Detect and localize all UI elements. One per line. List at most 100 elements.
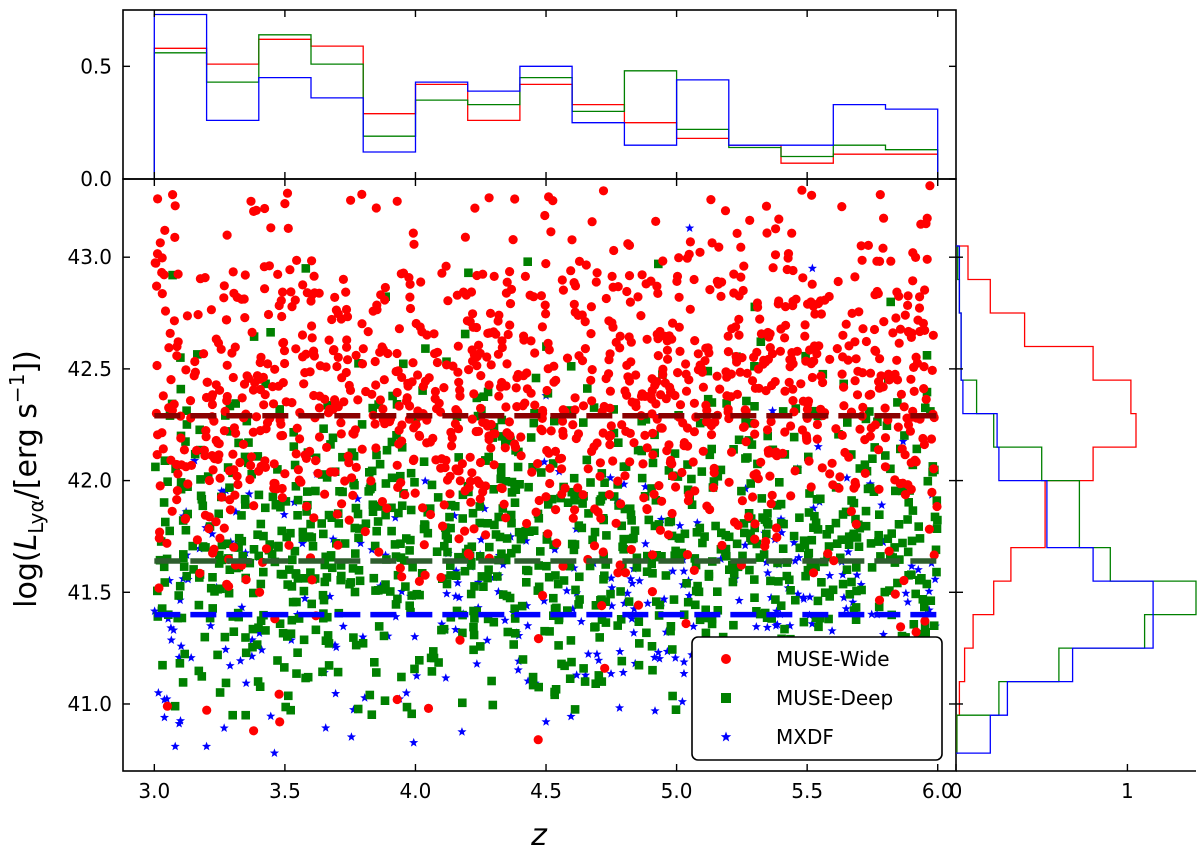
muse-wide-point-84: [723, 331, 733, 341]
muse-deep-point-165: [695, 615, 705, 625]
muse-deep-point-425: [795, 513, 804, 522]
muse-wide-point-11: [502, 277, 512, 287]
muse-wide-point-387: [158, 444, 168, 454]
muse-wide-point-616: [546, 227, 556, 237]
muse-wide-point-1053: [443, 296, 453, 306]
muse-deep-point-907: [763, 431, 772, 441]
muse-deep-point-686: [466, 589, 476, 599]
muse-wide-point-760: [338, 274, 348, 284]
muse-wide-point-1031: [651, 399, 661, 409]
muse-wide-point-548: [880, 403, 890, 413]
muse-deep-point-57: [485, 542, 494, 552]
mxdf-point-108: [513, 665, 523, 674]
muse-wide-point-1195: [309, 346, 319, 356]
muse-deep-point-960: [176, 384, 186, 394]
mxdf-point-103: [670, 653, 680, 662]
muse-deep-point-620: [487, 676, 496, 686]
muse-deep-point-856: [528, 463, 537, 472]
muse-deep-point-368: [379, 631, 389, 641]
muse-wide-point-515: [519, 335, 529, 345]
muse-deep-point-493: [194, 600, 204, 610]
muse-deep-point-163: [265, 540, 274, 549]
mxdf-point-224: [692, 518, 702, 527]
muse-wide-point-385: [239, 379, 250, 389]
muse-deep-point-824: [286, 705, 295, 715]
muse-wide-point-590: [185, 396, 196, 406]
muse-wide-point-833: [264, 261, 274, 271]
muse-wide-point-936: [246, 460, 256, 471]
muse-wide-point-1094: [714, 242, 724, 252]
muse-wide-point-135: [414, 576, 424, 587]
mxdf-point-231: [401, 688, 411, 697]
muse-deep-point-994: [614, 438, 623, 447]
muse-wide-point-463: [557, 489, 567, 499]
muse-deep-point-182: [353, 509, 363, 519]
muse-wide-point-855: [505, 320, 515, 330]
muse-wide-point-181: [380, 295, 390, 305]
muse-deep-point-717: [648, 665, 657, 675]
muse-wide-point-722: [472, 361, 482, 371]
muse-deep-point-156: [397, 443, 407, 452]
muse-wide-point-592: [895, 324, 906, 334]
muse-deep-point-709: [577, 523, 587, 533]
muse-wide-point-975: [343, 451, 353, 461]
muse-wide-point-655: [505, 430, 515, 441]
mxdf-point-283: [170, 741, 180, 751]
muse-wide-point-688: [397, 436, 407, 446]
mxdf-point-12: [174, 652, 184, 662]
muse-wide-point-1147: [605, 430, 615, 440]
mxdf-point-34: [150, 606, 160, 616]
muse-deep-point-351: [883, 534, 893, 543]
muse-wide-point-779: [160, 306, 171, 316]
muse-wide-point-723: [505, 299, 516, 309]
muse-wide-point-1130: [918, 318, 929, 328]
muse-deep-point-107: [575, 595, 584, 604]
muse-deep-point-392: [741, 415, 750, 425]
muse-wide-point-1091: [255, 587, 265, 597]
muse-deep-point-290: [619, 534, 628, 544]
muse-wide-point-625: [260, 284, 270, 294]
mxdf-point-71: [607, 601, 617, 610]
muse-deep-point-259: [591, 601, 601, 610]
muse-deep-point-284: [345, 579, 354, 589]
muse-deep-point-694: [469, 622, 478, 632]
y-tick-label: 42.0: [67, 469, 112, 493]
muse-wide-point-1117: [604, 316, 614, 326]
muse-wide-point-273: [684, 375, 694, 385]
muse-deep-point-264: [717, 528, 726, 538]
mxdf-point-6: [321, 723, 331, 732]
muse-wide-point-1177: [155, 527, 165, 537]
muse-wide-point-986: [927, 365, 937, 375]
muse-wide-point-1193: [544, 448, 554, 458]
muse-deep-point-313: [661, 571, 671, 580]
muse-wide-point-813: [804, 456, 814, 466]
muse-deep-point-736: [694, 587, 704, 597]
mxdf-point-228: [583, 649, 593, 658]
muse-wide-point-452: [441, 261, 451, 271]
muse-deep-point-587: [589, 403, 599, 412]
mxdf-point-274: [640, 539, 651, 548]
muse-deep-point-724: [354, 566, 364, 575]
muse-wide-point-169: [899, 575, 909, 586]
muse-wide-point-152: [295, 434, 305, 444]
muse-deep-point-462: [893, 398, 902, 407]
muse-wide-point-799: [736, 242, 746, 252]
right-hist-muse-wide: [956, 245, 1137, 754]
muse-wide-point-810: [909, 362, 919, 372]
muse-wide-point-1055: [800, 331, 810, 341]
mxdf-point-100: [684, 590, 694, 600]
muse-wide-point-357: [465, 452, 475, 462]
muse-wide-point-1025: [816, 309, 827, 319]
muse-deep-point-778: [333, 667, 343, 677]
muse-deep-point-719: [289, 428, 298, 437]
muse-deep-point-387: [479, 582, 488, 591]
muse-wide-point-581: [655, 525, 666, 535]
muse-wide-point-1093: [545, 463, 555, 473]
muse-deep-point-154: [536, 547, 545, 556]
muse-deep-point-732: [175, 581, 185, 591]
muse-deep-point-577: [582, 455, 592, 465]
muse-wide-point-1069: [689, 427, 700, 437]
muse-deep-point-32: [442, 579, 452, 589]
muse-wide-point-1207: [544, 192, 554, 202]
muse-deep-point-839: [682, 579, 691, 588]
